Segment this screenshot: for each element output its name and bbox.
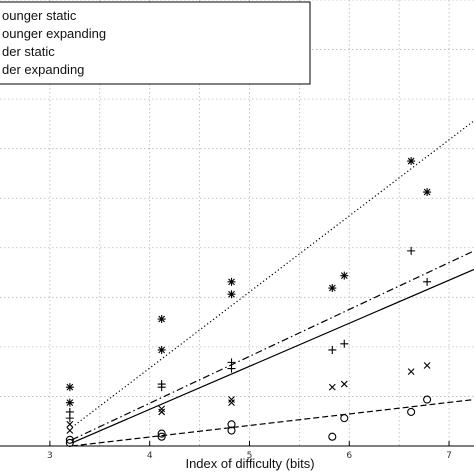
asterisk-marker-icon: [65, 398, 74, 407]
circle-marker-icon: [407, 407, 416, 416]
data-point-asterisk: [65, 383, 74, 392]
data-point-circle: [157, 432, 166, 441]
x-marker-icon: [158, 405, 166, 413]
data-point-x: [407, 368, 415, 376]
data-point-circle: [423, 395, 432, 404]
circle-marker-icon: [227, 426, 236, 435]
data-point-x: [66, 420, 74, 428]
data-point-asterisk: [65, 398, 74, 407]
circle-marker-icon: [423, 395, 432, 404]
asterisk-marker-icon: [423, 188, 432, 197]
circle-marker-icon: [340, 414, 349, 423]
circle-marker-icon: [65, 438, 74, 447]
data-point-asterisk: [227, 290, 236, 299]
plus-marker-icon: [328, 345, 337, 354]
fit-lines: [71, 120, 474, 447]
data-point-asterisk: [157, 315, 166, 324]
asterisk-marker-icon: [340, 271, 349, 280]
x-axis-label: Index of difficulty (bits): [185, 456, 314, 471]
data-point-x: [228, 396, 235, 403]
asterisk-marker-icon: [227, 277, 236, 286]
legend-label-ounger-expanding: ounger expanding: [2, 26, 106, 41]
data-point-plus: [65, 407, 74, 416]
x-marker-icon: [407, 368, 415, 376]
x-marker-icon: [158, 408, 166, 416]
data-point-x: [423, 362, 431, 369]
plus-marker-icon: [65, 407, 74, 416]
legend-label-der-static: der static: [2, 44, 55, 59]
plus-marker-icon: [423, 277, 432, 286]
asterisk-marker-icon: [157, 315, 166, 324]
asterisk-marker-icon: [65, 383, 74, 392]
x-marker-icon: [66, 420, 74, 428]
data-point-asterisk: [340, 271, 349, 280]
asterisk-marker-icon: [227, 290, 236, 299]
legend: ounger static ounger expanding der stati…: [0, 1, 311, 85]
x-tick-label: 3: [47, 451, 53, 461]
asterisk-marker-icon: [157, 345, 166, 354]
circle-marker-icon: [227, 420, 236, 429]
asterisk-marker-icon: [328, 284, 337, 293]
data-point-plus: [423, 277, 432, 286]
x-marker-icon: [328, 383, 336, 391]
legend-box: [0, 1, 311, 85]
data-point-asterisk: [157, 345, 166, 354]
x-tick-label: 7: [446, 451, 452, 461]
data-point-circle: [65, 438, 74, 447]
fit-line-dashed: [71, 398, 474, 447]
data-point-x: [340, 380, 348, 388]
data-point-circle: [157, 429, 166, 438]
data-point-x: [158, 405, 166, 413]
plus-marker-icon: [157, 380, 166, 389]
plus-marker-icon: [340, 339, 349, 348]
x-marker-icon: [228, 396, 235, 403]
x-tick-label: 6: [346, 451, 352, 461]
x-tick-labels: 3 4 5 6 7: [47, 451, 452, 461]
plus-marker-icon: [227, 358, 236, 367]
axes: [0, 441, 474, 447]
data-point-asterisk: [328, 284, 337, 293]
data-point-asterisk: [227, 277, 236, 286]
data-point-asterisk: [407, 157, 416, 166]
data-point-circle: [407, 407, 416, 416]
data-point-circle: [227, 426, 236, 435]
x-tick-label: 4: [147, 451, 153, 461]
data-point-x: [228, 399, 235, 407]
data-point-asterisk: [423, 188, 432, 197]
circle-marker-icon: [157, 432, 166, 441]
circle-marker-icon: [157, 429, 166, 438]
x-marker-icon: [228, 399, 235, 407]
data-point-x: [158, 408, 166, 416]
fit-line-solid: [71, 268, 474, 444]
data-points: [65, 157, 432, 447]
asterisk-marker-icon: [407, 157, 416, 166]
circle-marker-icon: [65, 435, 74, 444]
data-point-plus: [407, 246, 416, 255]
data-point-plus: [328, 345, 337, 354]
x-tick-label: 5: [247, 451, 253, 461]
x-marker-icon: [340, 380, 348, 388]
data-point-circle: [328, 432, 337, 441]
plus-marker-icon: [407, 246, 416, 255]
legend-label-der-expanding: der expanding: [2, 62, 84, 77]
data-point-plus: [157, 380, 166, 389]
data-point-circle: [227, 420, 236, 429]
x-marker-icon: [423, 362, 431, 369]
legend-label-ounger-static: ounger static: [2, 8, 77, 23]
data-point-x: [66, 427, 74, 434]
x-marker-icon: [66, 427, 74, 434]
data-point-plus: [227, 358, 236, 367]
data-point-circle: [340, 414, 349, 423]
circle-marker-icon: [328, 432, 337, 441]
data-point-x: [328, 383, 336, 391]
data-point-plus: [340, 339, 349, 348]
fit-line-dashdot: [71, 250, 474, 441]
data-point-circle: [65, 435, 74, 444]
